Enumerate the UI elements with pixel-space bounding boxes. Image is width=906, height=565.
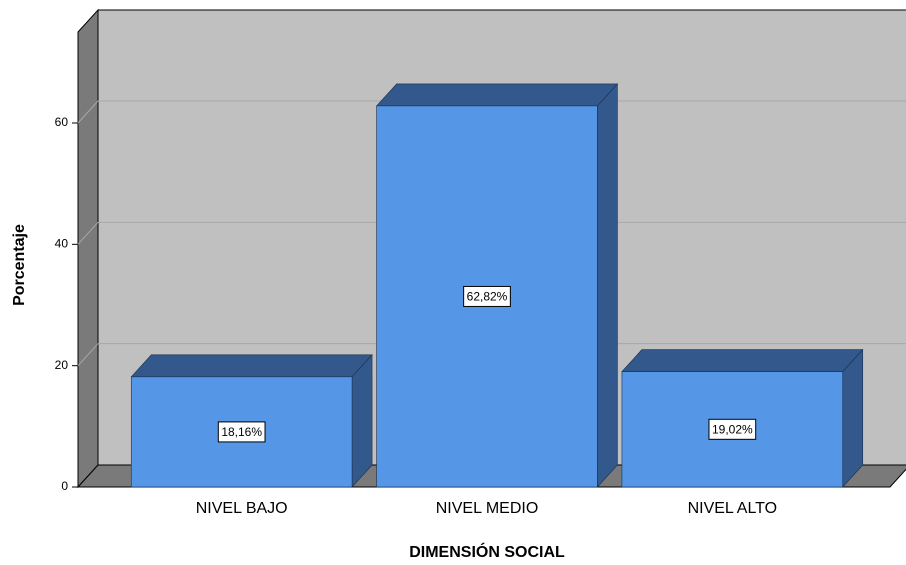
bar xyxy=(375,83,619,488)
bar-top xyxy=(621,349,864,372)
grid-line xyxy=(77,221,99,245)
x-axis-title: DIMENSIÓN SOCIAL xyxy=(409,542,565,561)
bar-top xyxy=(375,83,619,107)
value-label: 62,82% xyxy=(467,290,508,304)
y-tick-label: 20 xyxy=(55,358,69,372)
y-tick-label: 40 xyxy=(55,237,69,251)
grid-line xyxy=(77,343,99,367)
left-wall xyxy=(77,8,99,489)
bar-side xyxy=(597,83,618,488)
bar xyxy=(621,348,864,488)
bar-side xyxy=(351,354,373,488)
y-tick-label: 0 xyxy=(61,479,68,493)
bar xyxy=(130,354,373,488)
value-label-box xyxy=(463,285,511,307)
x-tick-label: NIVEL MEDIO xyxy=(436,500,539,517)
x-tick-label: NIVEL ALTO xyxy=(688,500,778,517)
value-label-box xyxy=(217,421,266,443)
x-tick-label: NIVEL BAJO xyxy=(196,500,288,517)
bar-top xyxy=(130,354,373,378)
y-axis-title: Porcentaje xyxy=(11,224,28,306)
value-label: 18,16% xyxy=(221,425,262,439)
value-label-box xyxy=(708,418,757,440)
grid-line xyxy=(77,100,99,124)
y-tick-label: 60 xyxy=(55,115,69,129)
value-label: 19,02% xyxy=(712,422,753,436)
bar-side xyxy=(842,348,864,488)
